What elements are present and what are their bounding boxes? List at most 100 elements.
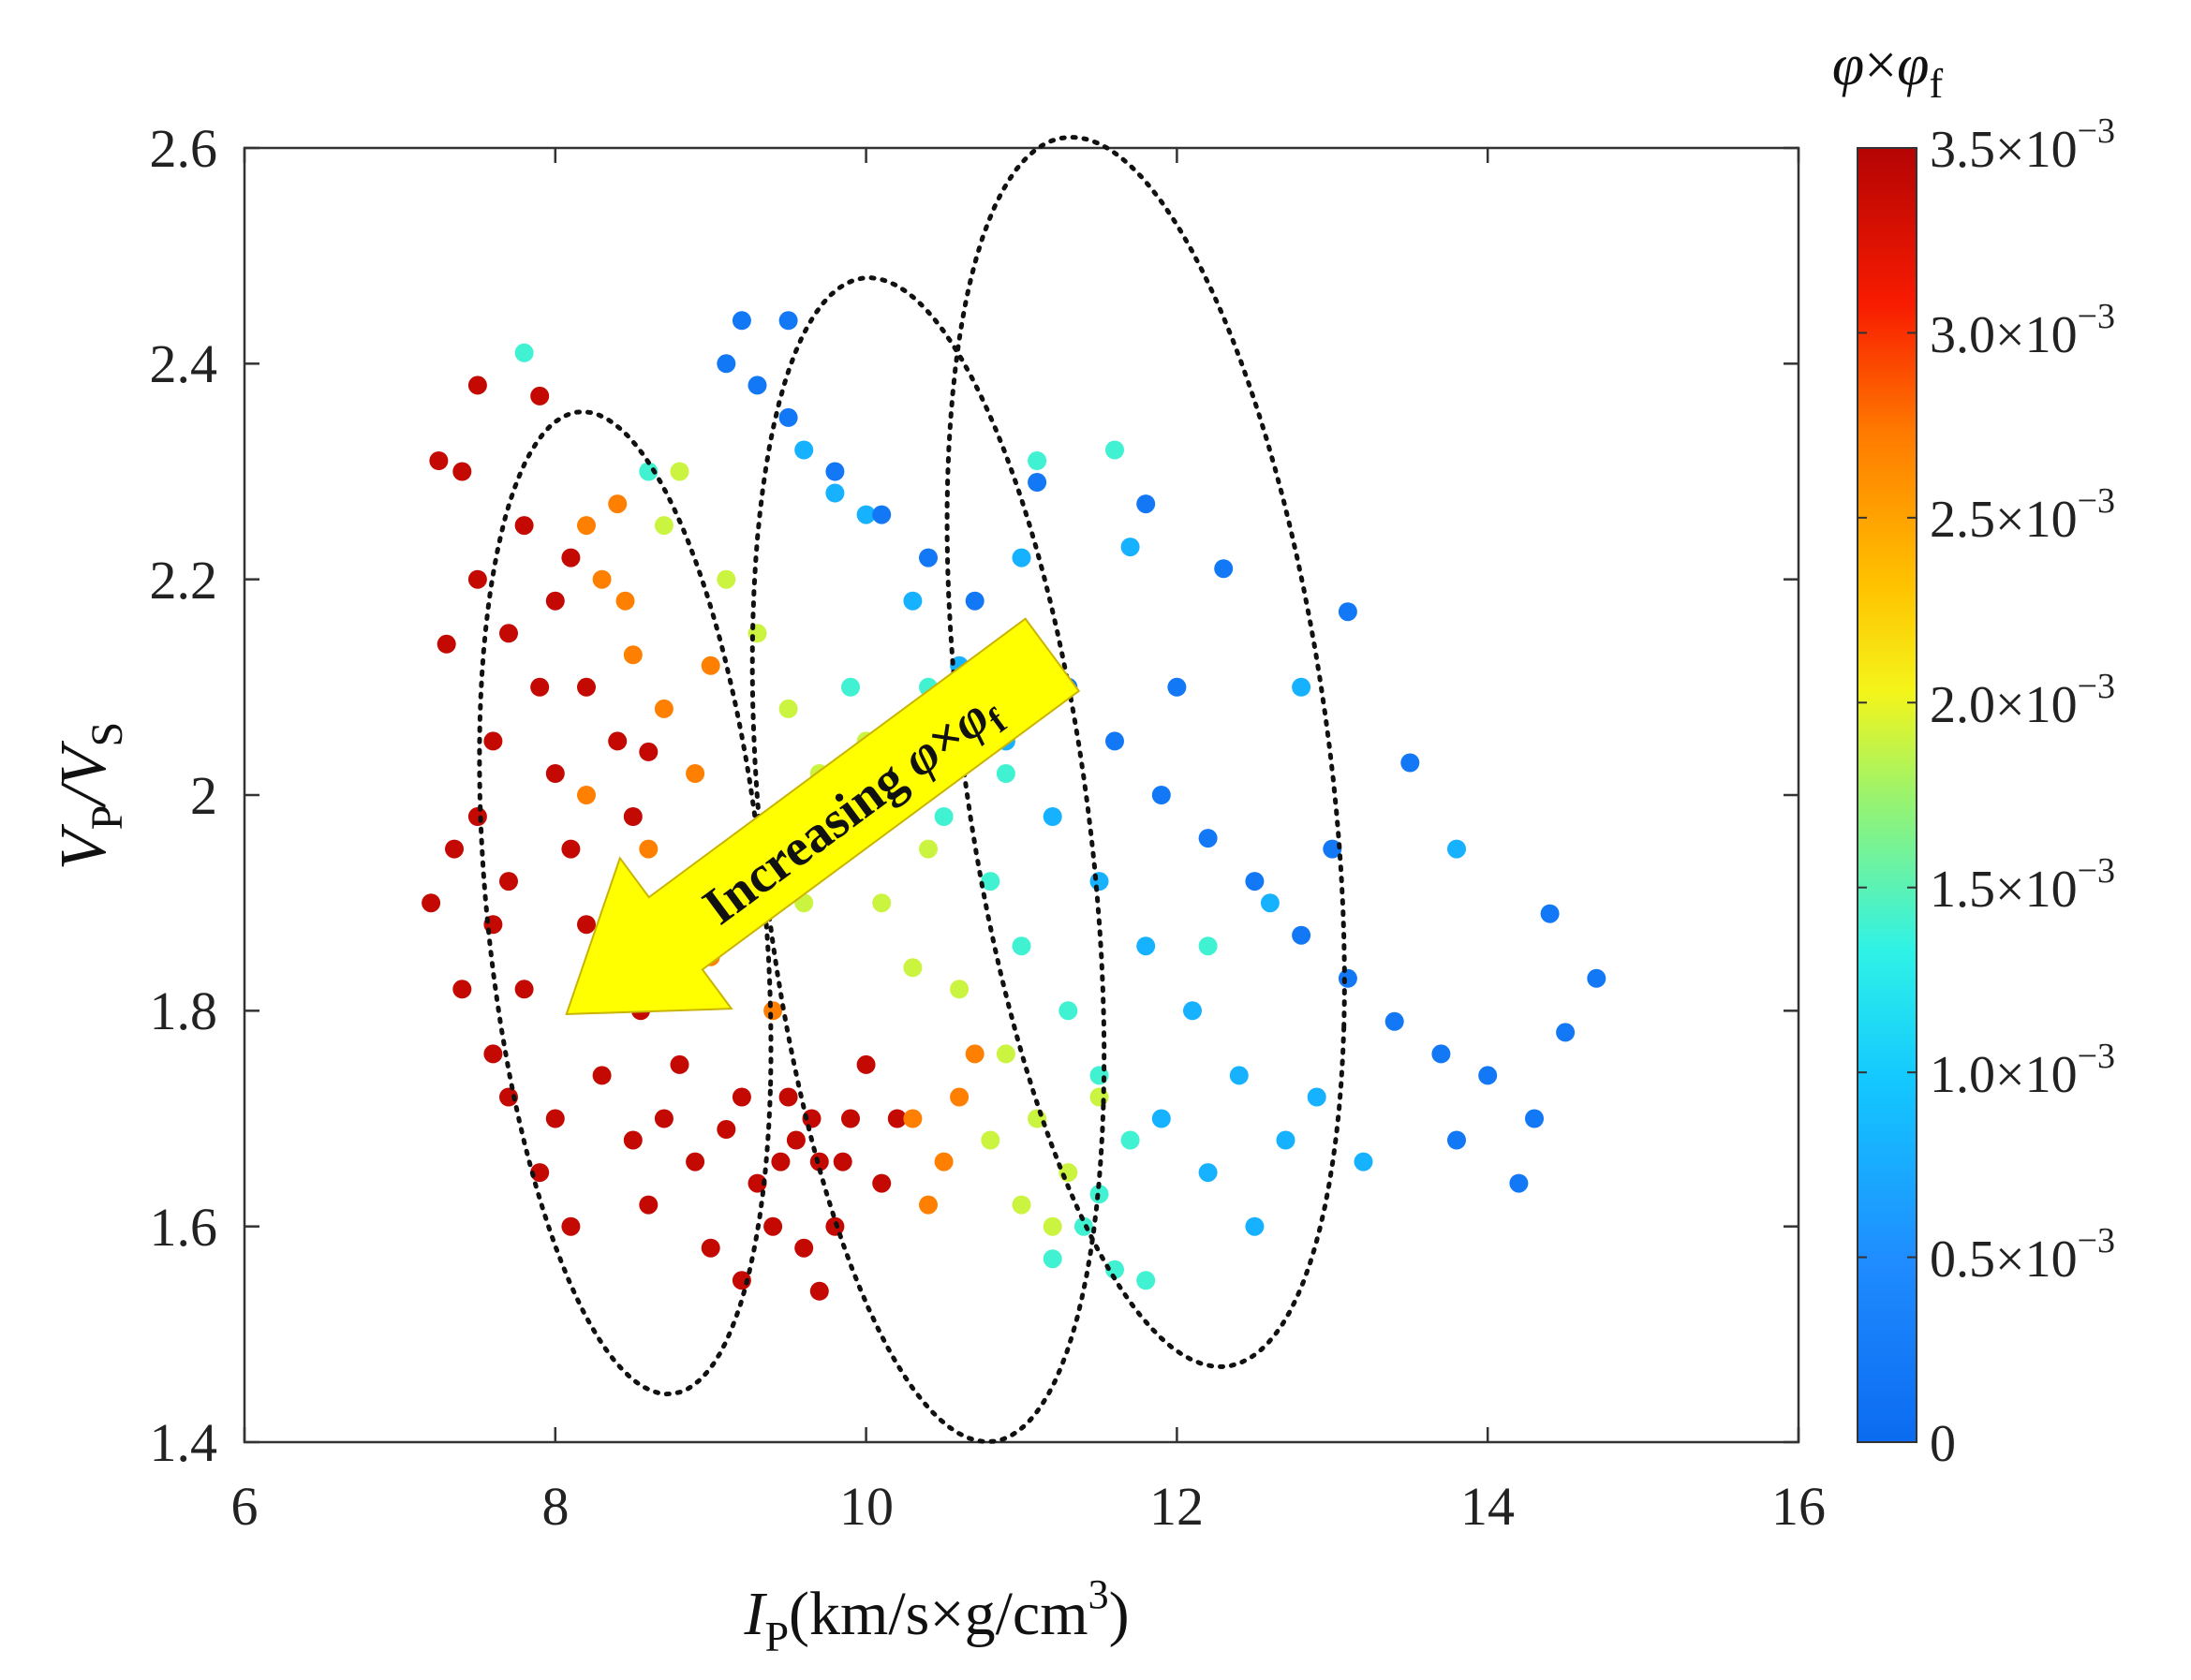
scatter-point [965,1044,984,1064]
scatter-point [561,1216,581,1236]
scatter-point [467,569,487,589]
scatter-point [872,1173,892,1193]
y-tick-labels: 1.4 1.6 1.8 2 2.2 2.4 2.6 [150,118,218,1473]
cb-exp: −3 [2078,667,2115,706]
scatter-point [934,807,954,826]
scatter-point [561,548,581,567]
scatter-point [887,1109,907,1128]
y-label-sub1: P [82,805,132,831]
scatter-point [670,1054,689,1074]
scatter-point [639,839,659,859]
scatter-point [778,311,798,331]
cluster-ellipses [477,134,1347,1445]
colorbar-tick-labels: 0 0.5×10−3 1.0×10−3 1.5×10−3 2.0×10−3 2.… [1930,111,2115,1473]
scatter-point [778,1087,798,1107]
cb-exp: −3 [2078,111,2115,151]
colorbar-ticks [1858,147,1917,1443]
scatter-point [452,980,472,999]
colorbar-tick-label: 3.0×10−3 [1930,297,2115,364]
scatter-point [467,807,487,826]
cluster-ellipse-low-porosity-cluster [944,134,1347,1370]
scatter-point [717,354,736,374]
scatter-point [1120,1130,1140,1150]
scatter-point [950,1087,970,1107]
scatter-point [1167,677,1187,697]
scatter-point [654,1109,674,1128]
scatter-point [934,1152,954,1172]
scatter-point [1151,786,1171,804]
plot-area [243,146,1800,1444]
cb-mant: 3.0×10 [1930,306,2078,364]
arrow-shape [565,617,1081,1016]
x-label-rest: (km/s×g/cm [789,1580,1088,1648]
scatter-point [748,1173,767,1193]
scatter-point [919,1195,938,1215]
scatter-point [545,764,565,783]
scatter-point [965,591,984,611]
scatter-point [615,591,635,611]
scatter-point [483,731,503,751]
scatter-point [786,1130,806,1150]
scatter-point [981,1130,1000,1150]
scatter-point [1136,494,1156,514]
scatter-point [825,483,845,503]
colorbar-tick-label: 3.5×10−3 [1930,111,2115,179]
scatter-point [592,1066,612,1085]
scatter-point [903,1109,923,1128]
scatter-point [1307,1087,1326,1107]
scatter-point [514,516,534,536]
x-label-sup: 3 [1088,1571,1109,1617]
y-label-main1: V [48,823,120,870]
scatter-point [732,311,751,331]
y-axis-label: VP/VS [48,722,132,870]
scatter-point [592,569,612,589]
scatter-point [686,1152,705,1172]
scatter-point [670,462,689,481]
scatter-point [530,1163,550,1183]
scatter-point [1105,1260,1124,1279]
scatter-point [996,764,1015,783]
colorbar-title: φ×φf [1832,34,1944,107]
x-label-sub: P [764,1613,789,1660]
y-label-sub2: S [82,722,132,747]
x-tick-label: 12 [1149,1476,1204,1537]
scatter-point [732,1087,751,1107]
scatter-point [1073,1216,1093,1236]
scatter-point [1556,1023,1576,1042]
scatter-point [437,634,456,654]
scatter-point [686,764,705,783]
scatter-point [903,591,923,611]
scatter-point [1400,753,1420,773]
scatter-point [1136,1271,1156,1290]
scatter-point [467,376,487,395]
scatter-point [841,677,860,697]
scatter-point [1043,1249,1062,1269]
scatter-point [763,1216,783,1236]
cb-exp: −3 [2078,1037,2115,1076]
scatter-point [577,677,596,697]
x-tick-label: 16 [1771,1476,1826,1537]
y-tick-label: 1.6 [150,1197,218,1258]
cluster-ellipse-high-porosity-cluster [477,409,774,1397]
scatter-point [1012,936,1031,956]
scatter-point [429,451,449,470]
scatter-point [1245,1216,1265,1236]
x-tick-labels: 6 8 10 12 14 16 [231,1476,1827,1537]
scatter-point [530,386,550,405]
cluster-ellipse-mid-high-cluster [749,275,1107,1445]
scatter-point [561,839,581,859]
cb-title-phi1: φ [1832,34,1864,97]
y-label-main2: V [48,740,120,787]
cb-exp: −3 [2078,297,2115,336]
scatter-point [856,505,876,524]
cb-title-sub: f [1929,61,1943,107]
scatter-point [1214,559,1234,579]
scatter-point [1229,1066,1249,1085]
cb-mant: 0.5×10 [1930,1231,2078,1289]
y-tick-label: 2.6 [150,118,218,179]
scatter-point [1292,925,1311,945]
scatter-point [483,1044,503,1064]
colorbar-tick-label: 2.0×10−3 [1930,667,2115,734]
scatter-point [623,645,643,665]
